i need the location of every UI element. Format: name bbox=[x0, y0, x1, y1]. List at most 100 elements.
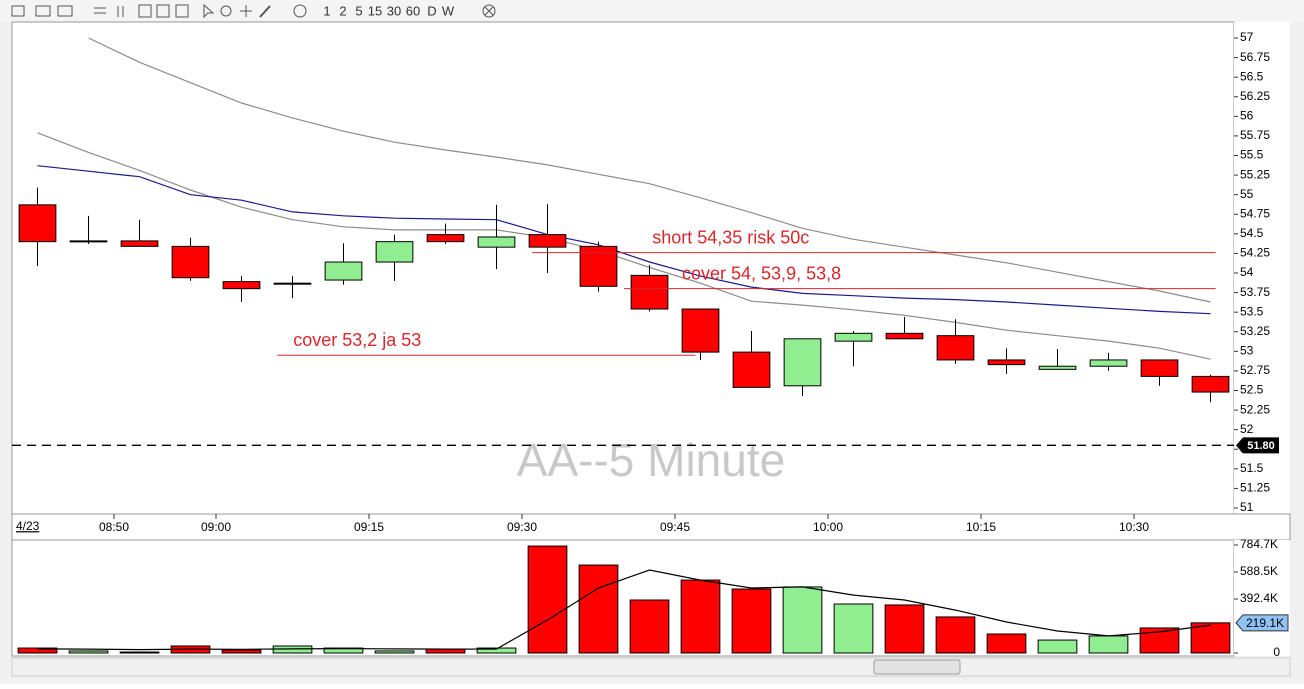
volume-tick-label: 588.5K bbox=[1240, 564, 1278, 578]
y-tick-label: 52.75 bbox=[1240, 363, 1270, 377]
y-tick-label: 54.75 bbox=[1240, 206, 1270, 220]
volume-bar bbox=[1190, 622, 1231, 654]
tool-icon[interactable] bbox=[57, 5, 73, 17]
tool-icon[interactable] bbox=[220, 5, 232, 17]
candle-body bbox=[18, 204, 57, 243]
candle-body bbox=[885, 332, 924, 340]
y-tick-label: 53.75 bbox=[1240, 285, 1270, 299]
interval-button[interactable]: 2 bbox=[339, 3, 346, 18]
candle-body bbox=[987, 359, 1026, 366]
tool-icon[interactable] bbox=[156, 4, 170, 18]
candle-body bbox=[1191, 375, 1230, 393]
time-axis bbox=[11, 513, 1291, 541]
interval-button[interactable]: 60 bbox=[406, 3, 420, 18]
y-tick-label: 52 bbox=[1240, 422, 1254, 436]
interval-button[interactable]: 30 bbox=[387, 3, 401, 18]
moving-average-line bbox=[37, 165, 1211, 315]
interval-button[interactable]: D bbox=[427, 3, 436, 18]
volume-bar bbox=[578, 564, 619, 654]
watermark-title: AA--5 Minute bbox=[517, 434, 785, 486]
y-tick-label: 53.25 bbox=[1240, 324, 1270, 338]
candle-body bbox=[375, 241, 414, 263]
interval-button[interactable]: 5 bbox=[355, 3, 362, 18]
volume-bar bbox=[374, 650, 415, 654]
candle-body bbox=[171, 245, 210, 279]
y-tick-label: 52.25 bbox=[1240, 402, 1270, 416]
volume-bar bbox=[1037, 639, 1078, 654]
tool-icon[interactable] bbox=[35, 5, 51, 17]
close-icon[interactable] bbox=[482, 4, 496, 18]
last-price-label: 51.80 bbox=[1247, 440, 1275, 452]
y-tick-label: 55.5 bbox=[1240, 148, 1264, 162]
tool-icon[interactable] bbox=[259, 5, 271, 18]
y-tick-label: 54 bbox=[1240, 265, 1254, 279]
volume-bar bbox=[68, 650, 109, 654]
volume-bar bbox=[680, 579, 721, 654]
y-tick-label: 51.5 bbox=[1240, 461, 1264, 475]
volume-bar bbox=[986, 633, 1027, 654]
candle-body bbox=[834, 332, 873, 342]
toolbar-bg bbox=[0, 0, 1304, 22]
volume-flag bbox=[1235, 614, 1289, 632]
volume-pane bbox=[11, 539, 1235, 657]
volume-bar bbox=[221, 649, 262, 654]
tool-icon[interactable] bbox=[240, 5, 252, 17]
y-tick-label: 54.25 bbox=[1240, 246, 1270, 260]
tool-icon[interactable] bbox=[175, 4, 189, 18]
volume-bar bbox=[935, 616, 976, 654]
y-tick-label: 56.5 bbox=[1240, 69, 1264, 83]
candle-body bbox=[783, 338, 822, 387]
y-tick-label: 51 bbox=[1240, 500, 1254, 514]
y-tick-label: 54.5 bbox=[1240, 226, 1264, 240]
volume-bar bbox=[1088, 635, 1129, 654]
interval-button[interactable]: 15 bbox=[368, 3, 382, 18]
y-tick-label: 55 bbox=[1240, 187, 1254, 201]
scrollbar[interactable] bbox=[11, 657, 1291, 677]
interval-button[interactable]: 1 bbox=[323, 3, 330, 18]
candle-body bbox=[681, 308, 720, 353]
tool-icon[interactable] bbox=[11, 5, 25, 17]
tool-icon[interactable] bbox=[138, 4, 152, 18]
candle-body bbox=[273, 282, 312, 285]
y-tick-label: 55.75 bbox=[1240, 128, 1270, 142]
candle-body bbox=[1089, 359, 1128, 367]
y-tick-label: 51.25 bbox=[1240, 481, 1270, 495]
volume-tick-label: 0 bbox=[1273, 645, 1280, 659]
scroll-thumb[interactable] bbox=[873, 659, 961, 675]
candle-body bbox=[528, 234, 567, 248]
y-tick-label: 52.5 bbox=[1240, 383, 1264, 397]
x-tick-label: 10:15 bbox=[966, 520, 996, 534]
volume-flag-label: 219.1K bbox=[1246, 616, 1284, 630]
volume-bar bbox=[119, 651, 160, 654]
moving-average-line bbox=[88, 37, 1211, 303]
price-pane bbox=[11, 21, 1235, 515]
volume-bar bbox=[629, 599, 670, 654]
x-tick-label: 10:30 bbox=[1119, 520, 1149, 534]
tool-icon[interactable] bbox=[203, 3, 215, 19]
annotation-text: cover 53,2 ja 53 bbox=[293, 330, 421, 350]
y-tick-label: 57 bbox=[1240, 30, 1254, 44]
annotation-text: short 54,35 risk 50c bbox=[652, 227, 809, 247]
x-tick-label: 09:15 bbox=[354, 520, 384, 534]
y-tick-label: 53 bbox=[1240, 344, 1254, 358]
volume-tick-label: 784.7K bbox=[1240, 537, 1278, 551]
volume-bar bbox=[782, 586, 823, 654]
interval-button[interactable]: W bbox=[442, 3, 455, 18]
close-icon[interactable] bbox=[484, 6, 494, 16]
candle-body bbox=[1140, 359, 1179, 377]
volume-average-line bbox=[37, 569, 1211, 651]
candle-body bbox=[630, 274, 669, 310]
candle-body bbox=[732, 351, 771, 388]
candle-body bbox=[120, 240, 159, 247]
volume-bar bbox=[731, 588, 772, 654]
candle-body bbox=[1038, 365, 1077, 370]
date-label: 4/23 bbox=[16, 519, 40, 533]
x-tick-label: 08:50 bbox=[99, 520, 129, 534]
toolbar: 1 2 5 15 30 60 D W bbox=[0, 0, 1304, 22]
volume-axis bbox=[1234, 540, 1290, 656]
x-tick-label: 10:00 bbox=[813, 520, 843, 534]
tool-icon[interactable] bbox=[293, 4, 307, 18]
volume-bar bbox=[17, 647, 58, 654]
x-tick-label: 09:30 bbox=[507, 520, 537, 534]
volume-bar bbox=[833, 603, 874, 654]
